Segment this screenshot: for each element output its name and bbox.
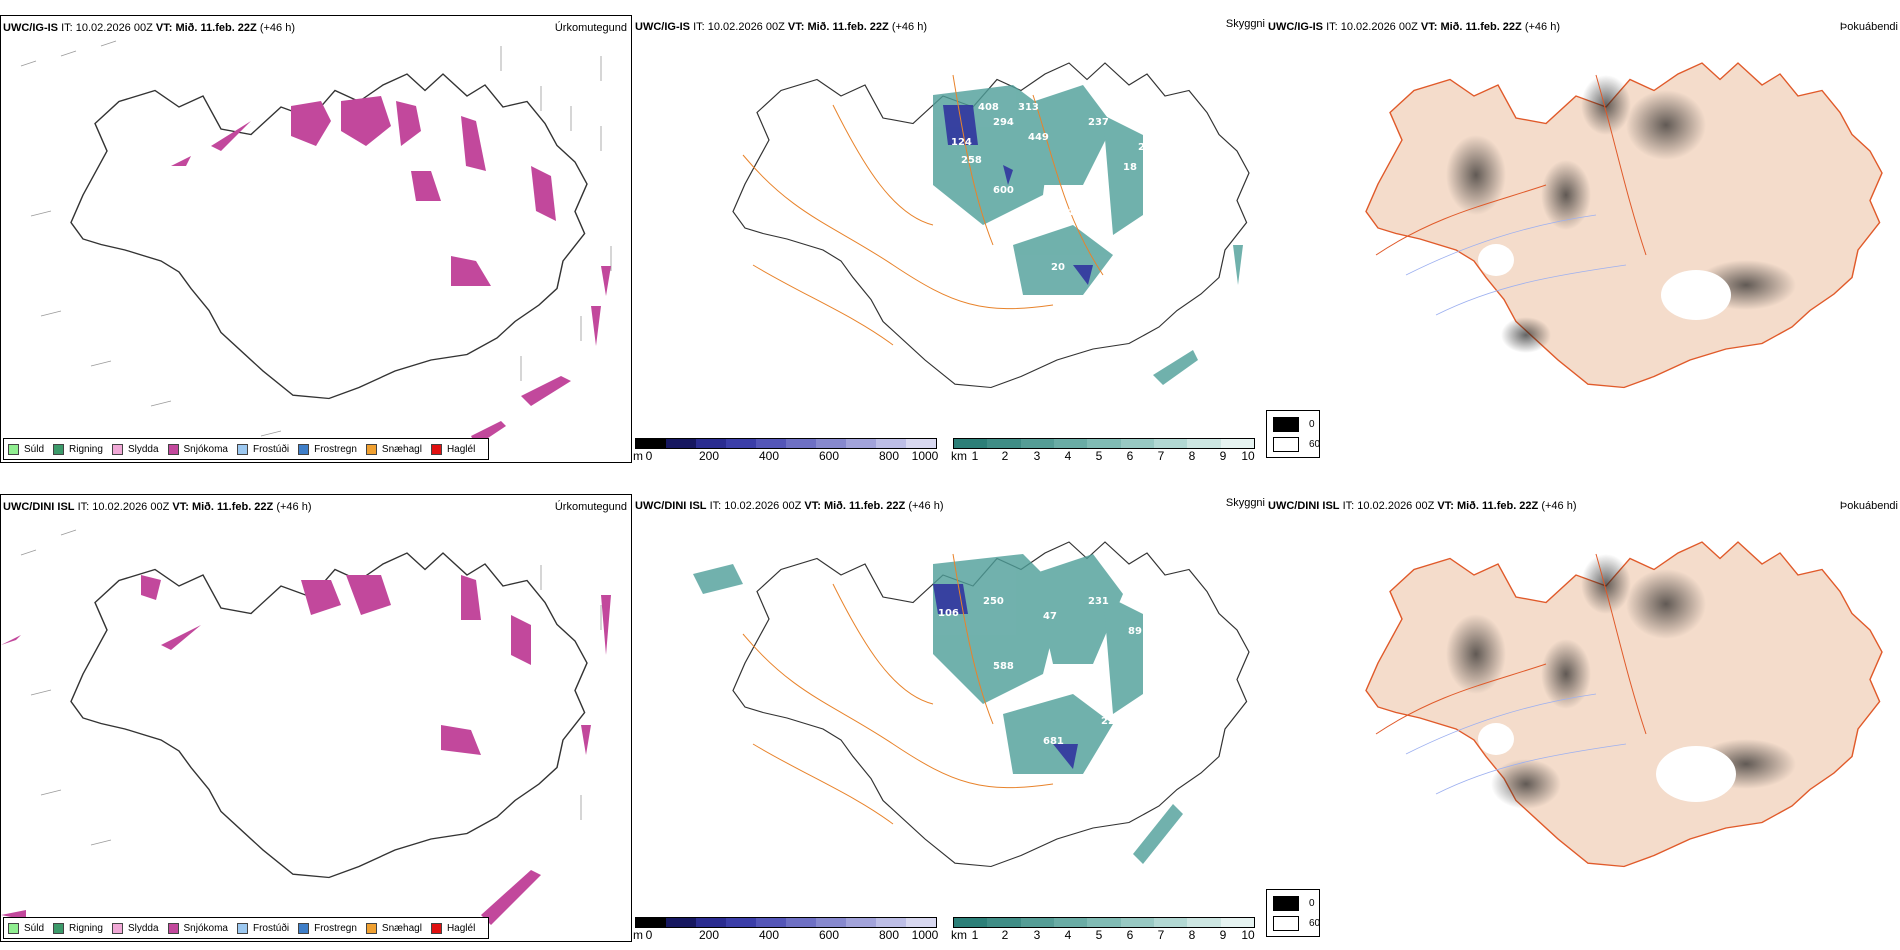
legend-item: Slydda (111, 443, 159, 455)
panel-title: Þokuábendi (1839, 500, 1898, 512)
precip-legend: Súld Rigning Slydda Snjókoma Frostúði Fr… (3, 438, 490, 460)
visibility-colorbar: km 1 2 3 4 5 6 7 8 9 10 (951, 917, 1255, 942)
cloud-base-colorbar: m 0 200 400 600 800 1000 (633, 438, 938, 463)
svg-text:237: 237 (1088, 117, 1109, 128)
svg-text:222: 222 (1101, 716, 1122, 727)
precip-map (20, 40, 612, 446)
panel-title: Skyggni (1225, 18, 1265, 30)
legend-item: Frostregn (298, 922, 357, 934)
panel-title: Skyggni (1225, 497, 1265, 509)
cloud-visibility-panel-row2: UWC/DINI ISL IT: 10.02.2026 00Z VT: Mið.… (633, 494, 1265, 942)
legend-item: Snjókoma (167, 922, 228, 934)
svg-text:258: 258 (961, 155, 982, 166)
svg-text:474: 474 (1025, 774, 1046, 785)
fog-map (1365, 541, 1883, 868)
precip-map (1, 529, 611, 925)
svg-text:294: 294 (993, 117, 1014, 128)
legend-item: Snæhagl (365, 922, 422, 934)
legend-item: Snæhagl (365, 443, 422, 455)
legend-item: Haglél (430, 922, 475, 934)
fog-map (1365, 62, 1883, 389)
svg-text:681: 681 (1043, 736, 1064, 747)
panel-header: UWC/IG-IS IT: 10.02.2026 00Z VT: Mið. 11… (1268, 21, 1560, 33)
svg-text:449: 449 (1028, 132, 1049, 143)
svg-text:124: 124 (951, 137, 972, 148)
legend-item: Haglél (430, 443, 475, 455)
svg-text:289: 289 (1173, 187, 1194, 198)
svg-text:18: 18 (1123, 162, 1137, 173)
panel-header: UWC/IG-IS IT: 10.02.2026 00Z VT: Mið. 11… (3, 22, 295, 34)
svg-text:47: 47 (1043, 611, 1057, 622)
legend-item: Súld (8, 922, 44, 934)
svg-text:374: 374 (1053, 207, 1074, 218)
snow-areas (171, 96, 611, 446)
cloud-map: 408 313 294 237 449 124 187 258 24 600 1… (732, 62, 1250, 393)
svg-text:221: 221 (1108, 242, 1129, 253)
svg-text:187: 187 (898, 142, 919, 153)
legend-item: Rigning (53, 443, 103, 455)
legend-item: Frostúði (236, 922, 289, 934)
svg-text:24: 24 (1138, 142, 1152, 153)
precip-type-panel-row1: UWC/IG-IS IT: 10.02.2026 00Z VT: Mið. 11… (0, 15, 632, 463)
fog-indicator-panel-row1: UWC/IG-IS IT: 10.02.2026 00Z VT: Mið. 11… (1266, 15, 1900, 463)
svg-text:17: 17 (938, 382, 952, 393)
legend-item: Frostregn (298, 443, 357, 455)
svg-text:313: 313 (1018, 102, 1039, 113)
cloud-visibility-panel-row1: UWC/IG-IS IT: 10.02.2026 00Z VT: Mið. 11… (633, 15, 1265, 463)
svg-text:20: 20 (1051, 262, 1065, 273)
cloud-map: 250 231 106 588 318 658 222 681 474 143 … (693, 541, 1250, 868)
svg-text:89: 89 (1128, 626, 1142, 637)
svg-text:143: 143 (1101, 754, 1122, 765)
svg-text:588: 588 (993, 661, 1014, 672)
panel-title: Þokuábendi (1839, 21, 1898, 33)
visibility-colorbar: km 1 2 3 4 5 6 7 8 9 10 (951, 438, 1255, 463)
panel-header: UWC/DINI ISL IT: 10.02.2026 00Z VT: Mið.… (1268, 500, 1577, 512)
panel-header: UWC/DINI ISL IT: 10.02.2026 00Z VT: Mið.… (3, 501, 312, 513)
svg-text:658: 658 (1081, 691, 1102, 702)
legend-item: Súld (8, 443, 44, 455)
legend-item: Rigning (53, 922, 103, 934)
legend-item: Frostúði (236, 443, 289, 455)
panel-header: UWC/DINI ISL IT: 10.02.2026 00Z VT: Mið.… (635, 500, 944, 512)
cloud-base-colorbar: m 0 200 400 600 800 1000 (633, 917, 938, 942)
svg-text:600: 600 (993, 185, 1014, 196)
panel-title: Úrkomutegund (554, 501, 627, 513)
svg-text:193: 193 (1168, 676, 1189, 687)
svg-text:19: 19 (1168, 202, 1182, 213)
panel-title: Úrkomutegund (554, 22, 627, 34)
svg-text:231: 231 (1088, 596, 1109, 607)
fog-legend-row1: 0 60 (1266, 410, 1320, 458)
precip-type-panel-row2: UWC/DINI ISL IT: 10.02.2026 00Z VT: Mið.… (0, 494, 632, 942)
svg-text:373: 373 (908, 247, 929, 258)
svg-text:408: 408 (978, 102, 999, 113)
precip-legend: Súld Rigning Slydda Snjókoma Frostúði Fr… (3, 917, 490, 939)
legend-item: Snjókoma (167, 443, 228, 455)
fog-legend-row2: 0 60 (1266, 889, 1320, 937)
legend-item: Slydda (111, 922, 159, 934)
fog-indicator-panel-row2: UWC/DINI ISL IT: 10.02.2026 00Z VT: Mið.… (1266, 494, 1900, 942)
svg-text:106: 106 (938, 608, 959, 619)
svg-text:140: 140 (1111, 265, 1132, 276)
svg-text:250: 250 (983, 596, 1004, 607)
svg-text:318: 318 (1011, 694, 1032, 705)
panel-header: UWC/IG-IS IT: 10.02.2026 00Z VT: Mið. 11… (635, 21, 927, 33)
